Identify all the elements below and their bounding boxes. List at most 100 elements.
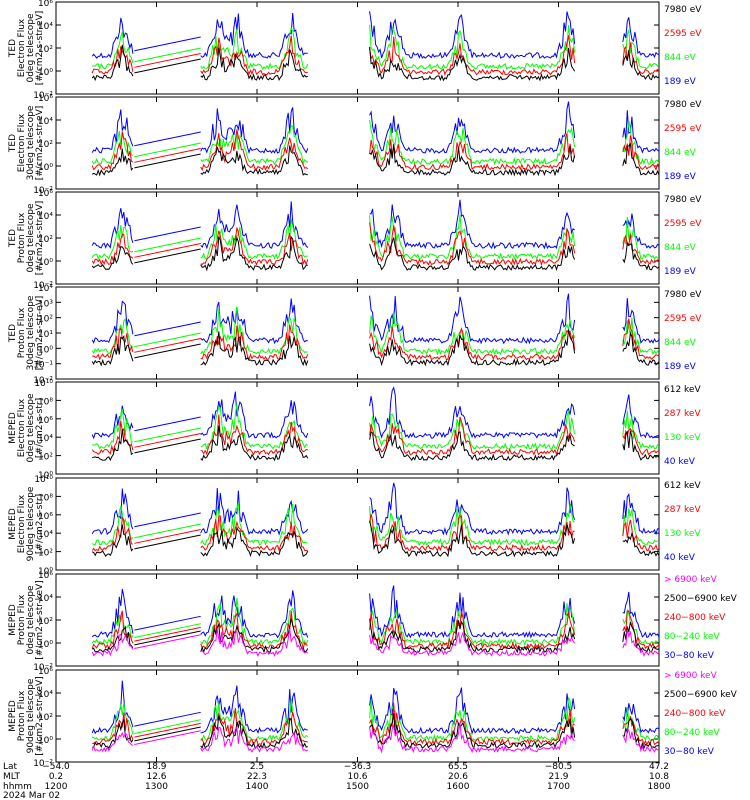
x-row-label: hhmm <box>3 782 32 792</box>
legend-label: 80−240 keV <box>664 728 720 738</box>
legend-label: 2500−6900 keV <box>664 594 738 604</box>
y-tick-label: 10⁻² <box>33 281 53 291</box>
y-tick-label: 10² <box>38 235 53 245</box>
y-tick-label: 10⁴ <box>38 690 53 700</box>
y-tick-label: 10² <box>38 549 53 559</box>
legend-label: 80−240 keV <box>664 632 720 642</box>
y-tick-label: 10⁶ <box>38 667 53 677</box>
legend-label: 189 eV <box>664 172 697 182</box>
legend-label: 7980 eV <box>664 290 702 300</box>
y-axis-label-line: TED <box>8 229 18 248</box>
data-traces <box>91 11 659 82</box>
y-axis-label-line: Proton Flux <box>17 594 27 645</box>
series-trace <box>92 425 659 462</box>
x-row-value: 65.5 <box>448 762 468 772</box>
panel-3: 10⁻² 10⁰ 10² 10⁴ 10⁶ TEDProton Flux0deg teles… <box>8 189 702 291</box>
legend-label: > 6900 keV <box>664 575 718 585</box>
x-row-value: 1300 <box>145 782 168 792</box>
y-axis-label: TEDElectron Flux30deg telescope[#/cm2-s-… <box>8 105 45 180</box>
legend-label: 844 eV <box>664 53 697 63</box>
x-row-value: 1500 <box>346 782 369 792</box>
x-row-value: 21.9 <box>548 772 568 782</box>
y-axis-label-line: Electron Flux <box>17 113 27 172</box>
y-axis-label-line: MEPED <box>8 508 18 540</box>
x-row-value: −54.0 <box>42 762 70 772</box>
y-axis-label-line: MEPED <box>8 412 18 444</box>
series-trace <box>91 129 659 171</box>
y-tick-label: 10² <box>38 140 53 150</box>
y-tick-label: 10⁴ <box>38 117 53 127</box>
y-tick-label: 10⁶ <box>38 512 53 522</box>
y-tick-label: 10⁻¹ <box>33 361 53 371</box>
series-trace <box>92 713 659 750</box>
y-tick-label: 10⁻² <box>33 376 53 386</box>
series-trace <box>91 628 659 658</box>
series-trace <box>91 142 659 177</box>
y-axis-label-line: [#/cm2-s-str] <box>35 398 45 458</box>
legend-label: 287 keV <box>664 409 701 419</box>
panel-5: 10⁰ 10² 10⁴ 10⁶ 10⁸ 10¹⁰ MEPEDElectron Flux0de… <box>8 379 701 481</box>
y-axis-label-line: Proton Flux <box>17 690 27 741</box>
legend-label: 240−800 keV <box>664 709 726 719</box>
y-axis-label-line: Electron Flux <box>17 18 27 77</box>
y-tick-label: 10⁴ <box>38 594 53 604</box>
x-row-value: 1400 <box>246 782 269 792</box>
series-trace <box>91 610 659 650</box>
panel-frame <box>55 669 660 763</box>
y-axis-label-line: [#/cm2-s-str] <box>35 494 45 554</box>
y-tick-label: 10⁶ <box>38 571 53 581</box>
y-tick-label: 10⁴ <box>38 212 53 222</box>
x-row-value: 18.9 <box>146 762 166 772</box>
data-traces <box>91 585 659 658</box>
x-row-label: Lat <box>3 762 18 772</box>
legend-label: 30−80 keV <box>664 747 715 757</box>
x-row-label: MLT <box>3 772 21 782</box>
y-tick-label: 10⁸ <box>38 397 53 407</box>
y-tick-label: 10⁰ <box>38 567 53 577</box>
y-tick-label: 10⁰ <box>38 258 53 268</box>
series-trace <box>91 222 659 267</box>
y-axis-label-line: Electron Flux <box>17 494 27 553</box>
y-tick-label: 10⁸ <box>38 493 53 503</box>
legend-label: 612 keV <box>664 481 701 491</box>
series-trace <box>91 199 659 250</box>
y-tick-label: 10² <box>38 315 53 325</box>
series-trace <box>91 597 659 647</box>
legend-label: 287 keV <box>664 505 701 515</box>
legend-label: 189 eV <box>664 77 697 87</box>
y-tick-label: 10⁴ <box>38 434 53 444</box>
y-axis-label-line: MEPED <box>8 604 18 636</box>
series-trace <box>91 214 659 261</box>
y-tick-label: 10² <box>38 45 53 55</box>
y-tick-label: 10² <box>38 617 53 627</box>
data-traces <box>91 482 659 558</box>
legend-label: 844 eV <box>664 148 697 158</box>
y-axis-label-line: TED <box>8 324 18 343</box>
y-tick-label: 10⁴ <box>38 22 53 32</box>
x-row-value: 10.8 <box>649 772 669 782</box>
series-trace <box>91 235 659 272</box>
data-traces <box>91 680 659 754</box>
legend-label: 2595 eV <box>664 29 702 39</box>
legend-label: 844 eV <box>664 243 697 253</box>
legend-label: 40 keV <box>664 553 696 563</box>
y-axis-label-line: Proton Flux <box>17 307 27 358</box>
legend-label: 130 keV <box>664 433 701 443</box>
x-row-value: 12.6 <box>146 772 166 782</box>
series-trace <box>91 101 659 155</box>
x-row-value: 2.5 <box>250 762 264 772</box>
y-axis-label-line: [#/cm2-s-str-eV] <box>35 201 45 276</box>
y-tick-label: 10⁶ <box>38 189 53 199</box>
y-tick-label: 10⁰ <box>38 163 53 173</box>
y-axis-label-line: Electron Flux <box>17 398 27 457</box>
y-axis-label-line: MEPED <box>8 700 18 732</box>
y-tick-label: 10² <box>38 453 53 463</box>
y-axis-label-line: [#/cm2-s-str-eV] <box>35 11 45 86</box>
panel-frame <box>55 573 660 667</box>
series-trace <box>91 585 659 639</box>
y-tick-label: 10⁶ <box>38 94 53 104</box>
x-row-value: 47.2 <box>649 762 669 772</box>
y-tick-label: 10⁴ <box>38 530 53 540</box>
y-axis-label: TEDProton Flux0deg telescope[#/cm2-s-str… <box>8 201 45 276</box>
